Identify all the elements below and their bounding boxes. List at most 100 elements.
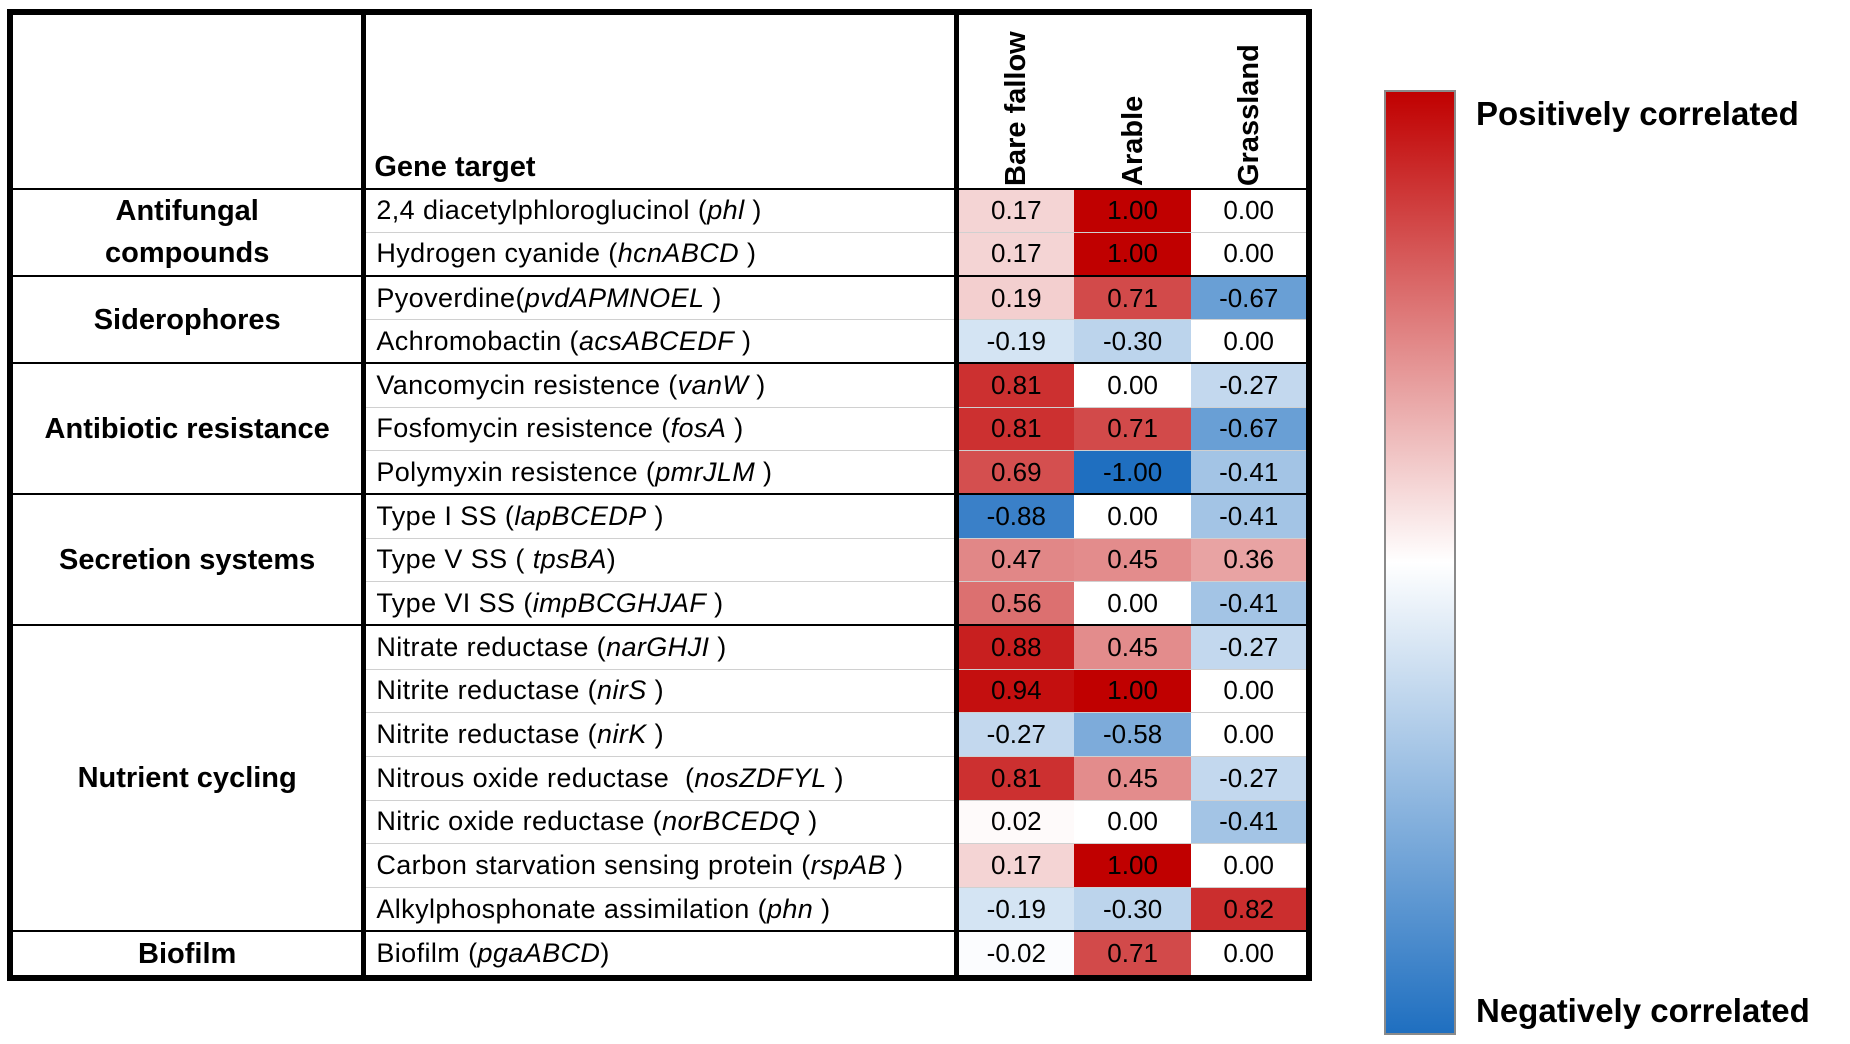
category-cell: Nutrient cycling	[10, 625, 367, 933]
gene-symbol: nirK	[597, 719, 647, 750]
gene-name: Type VI SS (	[376, 587, 533, 618]
heatmap-cell-arable: -0.30	[1073, 319, 1192, 365]
gene-symbol: tpsBA	[532, 544, 607, 575]
gene-name-tail: )	[813, 893, 831, 924]
heatmap-cell-bare-fallow: 0.88	[956, 625, 1074, 670]
heatmap-cell-grassland: -0.67	[1191, 276, 1309, 321]
gene-symbol: nosZDFYL	[694, 762, 827, 793]
gene-name-tail: )	[646, 719, 664, 750]
gene-name-tail: )	[706, 587, 724, 618]
table-row: Antibiotic resistance Vancomycin resisten…	[10, 363, 1309, 496]
table-row: Secretion systems Type I SS (lapBCEDP ) -0…	[10, 494, 1309, 627]
gene-target-cell: Pyoverdine(pvdAPMNOEL )	[363, 276, 959, 321]
heatmap-cell-grassland: 0.00	[1191, 931, 1309, 979]
table-row: Type V SS ( tpsBA) 0.47 0.45 0.36	[10, 538, 1309, 583]
table-row: Antifungal compounds 2,4 diacetylphloroglu…	[10, 188, 1309, 278]
category-cell: Antifungal compounds	[10, 188, 367, 278]
gene-name: Nitric oxide reductase (	[376, 806, 663, 837]
gene-name-tail: )	[734, 325, 752, 356]
table-row: Hydrogen cyanide (hcnABCD ) 0.17 1.00 0.00	[10, 232, 1309, 278]
gene-target-cell: Type V SS ( tpsBA)	[363, 538, 959, 583]
gene-name: Type V SS (	[376, 544, 533, 575]
gene-name-tail: )	[886, 850, 904, 881]
gene-name-tail: )	[646, 501, 664, 532]
table-row: Carbon starvation sensing protein (rspAB…	[10, 843, 1309, 888]
heatmap-cell-bare-fallow: 0.02	[956, 800, 1074, 845]
category-label: Secretion systems	[59, 543, 316, 576]
gene-name: Pyoverdine(	[376, 282, 525, 313]
gene-target-cell: Fosfomycin resistence (fosA )	[363, 407, 959, 452]
table-row: Alkylphosphonate assimilation (phn ) -0.1…	[10, 887, 1309, 933]
gene-symbol: fosA	[670, 413, 727, 444]
gene-symbol: vanW	[677, 370, 749, 400]
gene-symbol: narGHJI	[606, 632, 710, 663]
gene-name: Carbon starvation sensing protein (	[376, 850, 811, 881]
category-label: compounds	[105, 237, 270, 270]
heatmap-cell-bare-fallow: 0.81	[956, 756, 1074, 801]
gene-symbol: pgaABCD	[477, 938, 601, 969]
gene-target-cell: Hydrogen cyanide (hcnABCD )	[363, 232, 959, 278]
heatmap-cell-bare-fallow: -0.02	[956, 931, 1074, 979]
table-row: Biofilm Biofilm (pgaABCD) -0.02 0.71 0.00	[10, 931, 1309, 979]
heatmap-cell-arable: 1.00	[1073, 843, 1192, 888]
gene-target-cell: Nitric oxide reductase (norBCEDQ )	[363, 800, 959, 845]
gene-name: Nitrous oxide reductase (	[376, 762, 695, 793]
gene-target-cell: Polymyxin resistence (pmrJLM )	[363, 450, 959, 496]
heatmap-cell-bare-fallow: 0.19	[956, 276, 1074, 321]
heatmap-cell-grassland: -0.41	[1191, 581, 1309, 627]
gene-symbol: phl	[707, 195, 745, 226]
gene-name: 2,4 diacetylphloroglucinol (	[376, 195, 708, 226]
gene-symbol: nirS	[597, 675, 647, 706]
gene-symbol: hcnABCD	[617, 238, 740, 269]
gene-symbol: phn	[766, 893, 814, 924]
gene-name-tail: )	[646, 675, 664, 706]
heatmap-cell-arable: 1.00	[1073, 669, 1192, 714]
gene-target-cell: Alkylphosphonate assimilation (phn )	[363, 887, 959, 933]
heatmap-cell-grassland: 0.00	[1191, 712, 1309, 757]
heatmap-cell-bare-fallow: 0.17	[956, 188, 1074, 233]
gene-symbol: lapBCEDP	[514, 501, 647, 532]
heatmap-cell-grassland: 0.00	[1191, 188, 1309, 233]
heatmap-cell-arable: 0.45	[1073, 538, 1192, 583]
gene-name: Type I SS (	[376, 501, 515, 532]
gene-name: Biofilm (	[376, 938, 478, 969]
heatmap-cell-arable: -0.30	[1073, 887, 1192, 933]
gene-target-cell: Carbon starvation sensing protein (rspAB…	[363, 843, 959, 888]
legend-bottom-label: Negatively correlated	[1476, 992, 1810, 1029]
category-label: Biofilm	[138, 937, 237, 970]
category-label: Siderophores	[93, 303, 281, 336]
heatmap-cell-arable: -0.58	[1073, 712, 1192, 757]
gene-target-cell: Biofilm (pgaABCD)	[363, 931, 959, 979]
heatmap-cell-grassland: 0.00	[1191, 843, 1309, 888]
category-cell: Siderophores	[10, 276, 367, 365]
heatmap-cell-arable: 1.00	[1073, 232, 1192, 278]
column-header-grassland: Grassland	[1191, 12, 1309, 190]
category-label: Antibiotic resistance	[44, 412, 330, 445]
heatmap-cell-bare-fallow: 0.17	[956, 843, 1074, 888]
gene-symbol: norBCEDQ	[662, 806, 801, 837]
table-row: Achromobactin (acsABCEDF ) -0.19 -0.30 0.00	[10, 319, 1309, 365]
gene-target-cell: 2,4 diacetylphloroglucinol (phl )	[363, 188, 959, 233]
heatmap-cell-arable: 0.00	[1073, 800, 1192, 845]
heatmap-cell-arable: -1.00	[1073, 450, 1192, 496]
gene-target-cell: Achromobactin (acsABCEDF )	[363, 319, 959, 365]
gene-target-cell: Nitrite reductase (nirS )	[363, 669, 959, 714]
gene-name-tail: )	[600, 938, 610, 969]
heatmap-cell-bare-fallow: 0.17	[956, 232, 1074, 278]
heatmap-cell-grassland: -0.27	[1191, 756, 1309, 801]
heatmap-cell-arable: 0.00	[1073, 363, 1192, 408]
gene-name-tail: )	[709, 632, 727, 663]
heatmap-cell-grassland: -0.27	[1191, 625, 1309, 670]
gene-name: Nitrite reductase (	[376, 719, 598, 750]
column-header-bare-fallow: Bare fallow	[956, 12, 1074, 190]
category-label: Nutrient cycling	[77, 762, 297, 795]
gene-target-cell: Nitrous oxide reductase (nosZDFYL )	[363, 756, 959, 801]
heatmap-cell-bare-fallow: 0.94	[956, 669, 1074, 714]
heatmap-cell-bare-fallow: -0.19	[956, 319, 1074, 365]
table-row: Fosfomycin resistence (fosA ) 0.81 0.71 -0.…	[10, 407, 1309, 452]
gene-name-tail: )	[606, 544, 617, 575]
heatmap-cell-grassland: 0.82	[1191, 887, 1309, 933]
gene-target-cell: Vancomycin resistence (vanW )	[363, 363, 959, 408]
column-label-arable: Arable	[1116, 95, 1149, 186]
heatmap-cell-grassland: -0.67	[1191, 407, 1309, 452]
